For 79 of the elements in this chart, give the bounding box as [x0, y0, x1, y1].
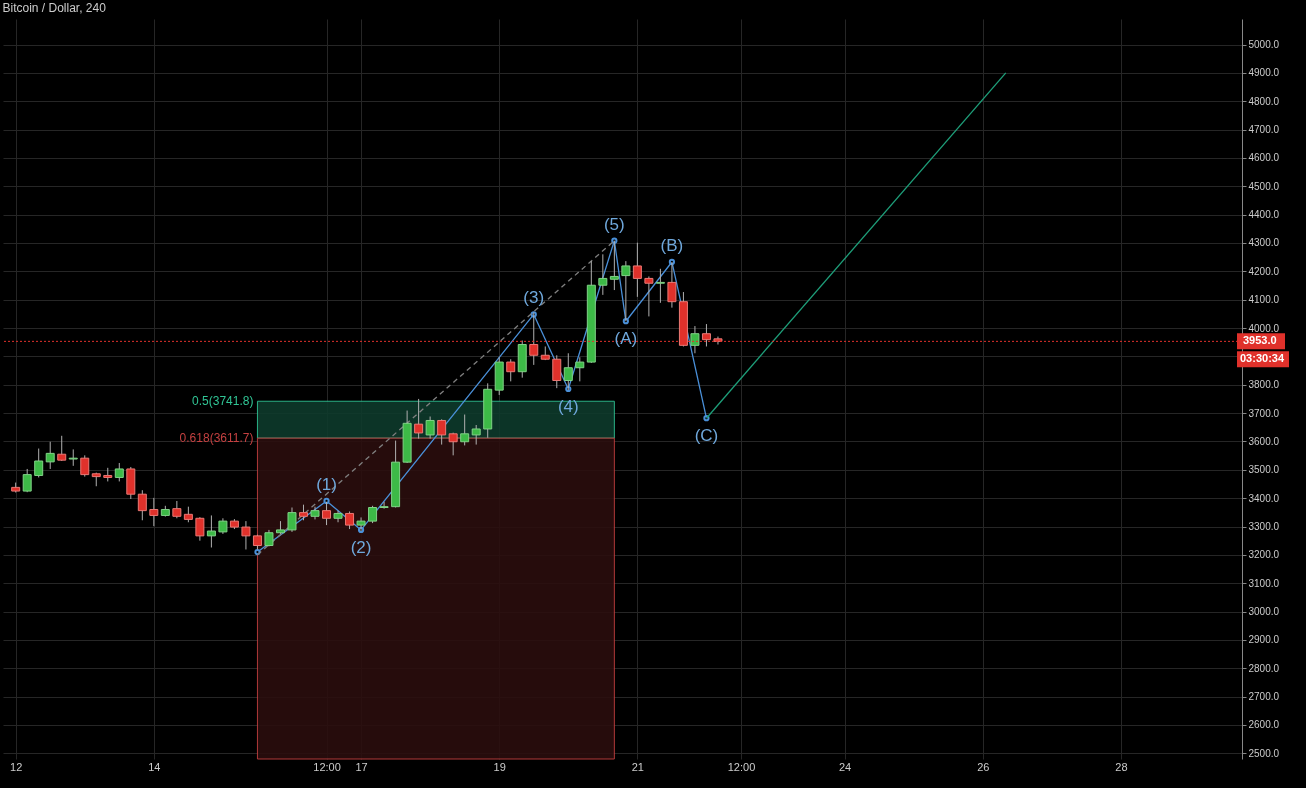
candlestick — [667, 261, 677, 309]
y-tick-label: 2800.0 — [1248, 662, 1280, 674]
x-tick-label: 12:00 — [313, 760, 341, 773]
band-label: 0.618(3611.7) — [179, 431, 254, 446]
annotation: (B) — [660, 235, 684, 255]
y-tick-label: 4400.0 — [1248, 209, 1280, 221]
y-tick-label: 4900.0 — [1248, 67, 1280, 79]
x-tick-label: 28 — [1115, 760, 1128, 773]
candlestick — [563, 352, 573, 391]
y-tick-label: 4000.0 — [1248, 322, 1280, 334]
y-tick-label: 2900.0 — [1248, 634, 1280, 646]
candlestick — [655, 268, 665, 304]
candlestick — [137, 489, 147, 521]
candlestick — [437, 418, 447, 446]
x-tick-label: 17 — [355, 760, 368, 773]
candlestick — [690, 325, 700, 354]
y-tick-label: 5000.0 — [1248, 39, 1280, 51]
candlestick — [471, 424, 481, 446]
y-tick-label: 4600.0 — [1248, 152, 1280, 164]
annotation: (A) — [614, 329, 638, 349]
y-tick-label: 3300.0 — [1248, 521, 1280, 533]
x-tick-label: 12 — [10, 760, 23, 773]
x-tick-label: 26 — [977, 760, 990, 773]
y-tick-label: 4500.0 — [1248, 180, 1280, 192]
ref-line-label: 3953.0 — [1243, 334, 1277, 347]
candlestick — [552, 354, 562, 389]
x-tick-label: 19 — [493, 760, 506, 773]
x-tick-label: 12:00 — [727, 760, 756, 773]
candlestick — [195, 516, 205, 542]
chart-title: Bitcoin / Dollar, 240 — [2, 1, 107, 15]
candlestick — [80, 454, 90, 478]
y-tick-label: 2700.0 — [1248, 691, 1280, 703]
candlestick — [379, 501, 389, 510]
candlestick — [45, 441, 55, 470]
candlestick — [114, 462, 124, 482]
candlestick — [57, 435, 67, 462]
y-tick-label: 3100.0 — [1248, 577, 1280, 589]
annotation: (3) — [523, 288, 545, 308]
y-tick-label: 3400.0 — [1248, 492, 1280, 504]
y-tick-label: 3700.0 — [1248, 407, 1280, 419]
annotation: (C) — [694, 426, 719, 446]
x-tick-label: 24 — [838, 760, 852, 773]
candlestick — [68, 448, 78, 467]
candlestick — [609, 240, 619, 291]
candlestick — [414, 398, 424, 440]
candlestick — [460, 414, 470, 446]
annotation: (1) — [316, 474, 337, 494]
x-tick-label: 21 — [631, 760, 644, 773]
x-tick-label: 14 — [148, 760, 161, 773]
candlestick — [287, 507, 297, 533]
y-tick-label: 4700.0 — [1248, 124, 1280, 136]
candlestick — [575, 356, 585, 382]
candlestick — [632, 242, 642, 298]
y-tick-label: 3800.0 — [1248, 379, 1280, 391]
y-tick-label: 4100.0 — [1248, 294, 1280, 306]
candlestick — [241, 520, 251, 550]
text: 03:30:34 — [1240, 352, 1285, 365]
y-tick-label: 2600.0 — [1248, 719, 1280, 731]
y-tick-label: 4200.0 — [1248, 265, 1280, 277]
candlestick — [506, 358, 516, 382]
annotation: (5) — [603, 214, 625, 234]
annotation: (4) — [557, 397, 579, 416]
candlestick — [425, 416, 435, 440]
y-tick-label: 4300.0 — [1248, 237, 1280, 249]
y-tick-label: 4800.0 — [1248, 95, 1280, 107]
candlestick — [598, 253, 608, 296]
y-tick-label: 3600.0 — [1248, 435, 1280, 447]
candlestick — [621, 260, 631, 322]
y-tick-label: 3000.0 — [1248, 606, 1280, 618]
candlestick — [149, 497, 159, 527]
y-tick-label: 2500.0 — [1248, 747, 1280, 759]
y-tick-label: 3500.0 — [1248, 464, 1280, 476]
y-tick-label: 3200.0 — [1248, 549, 1280, 561]
annotation: (2) — [350, 537, 372, 557]
candlestick — [644, 275, 654, 317]
candlestick — [206, 514, 216, 548]
candlestick — [172, 500, 182, 519]
band-label: 0.5(3741.8) — [192, 394, 254, 409]
candlestick — [34, 448, 44, 478]
